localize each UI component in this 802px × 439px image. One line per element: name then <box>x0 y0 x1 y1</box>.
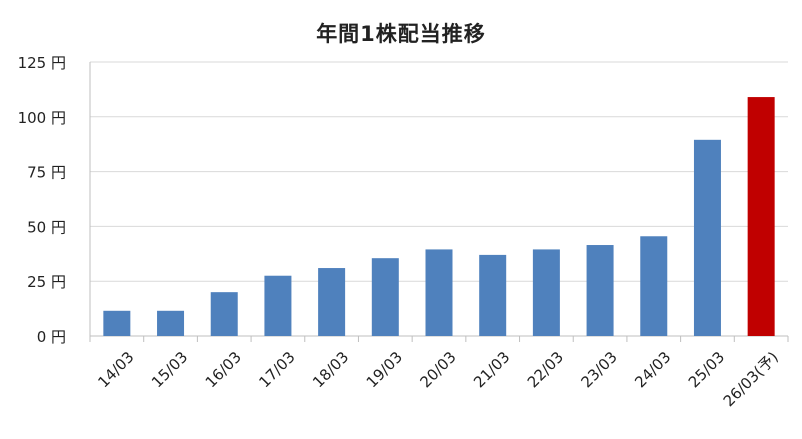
bar-16-03 <box>210 292 238 336</box>
x-tick-label: 21/03 <box>470 348 513 391</box>
x-tick-label: 19/03 <box>363 348 406 391</box>
bar-21-03 <box>479 254 507 336</box>
bar-26-03--- <box>747 97 775 337</box>
y-tick-label: 75 円 <box>27 164 66 182</box>
x-tick-label: 18/03 <box>309 348 352 391</box>
bar-18-03 <box>318 268 346 336</box>
bar-15-03 <box>157 310 185 336</box>
bar-17-03 <box>264 275 292 336</box>
y-tick-label: 50 円 <box>27 218 66 236</box>
x-tick-label: 22/03 <box>524 348 567 391</box>
y-tick-label: 0 円 <box>37 328 66 346</box>
bar-14-03 <box>103 310 131 336</box>
bar-19-03 <box>371 258 399 336</box>
y-tick-label: 125 円 <box>18 54 66 72</box>
x-tick-label: 17/03 <box>255 348 298 391</box>
bar-24-03 <box>640 236 668 336</box>
x-tick-label: 23/03 <box>578 348 621 391</box>
bar-23-03 <box>586 245 614 336</box>
y-tick-label: 100 円 <box>18 109 66 127</box>
x-tick-label: 20/03 <box>416 348 459 391</box>
x-tick-label: 14/03 <box>94 348 137 391</box>
x-tick-label: 24/03 <box>631 348 674 391</box>
bar-22-03 <box>532 249 560 336</box>
bar-20-03 <box>425 249 453 336</box>
chart-title: 年間1株配当推移 <box>316 22 486 46</box>
y-tick-label: 25 円 <box>27 273 66 291</box>
x-tick-label: 15/03 <box>148 348 191 391</box>
x-tick-label: 16/03 <box>202 348 245 391</box>
x-tick-label: 26/03(予) <box>720 348 782 410</box>
bar-25-03 <box>693 139 721 336</box>
x-tick-label: 25/03 <box>685 348 728 391</box>
